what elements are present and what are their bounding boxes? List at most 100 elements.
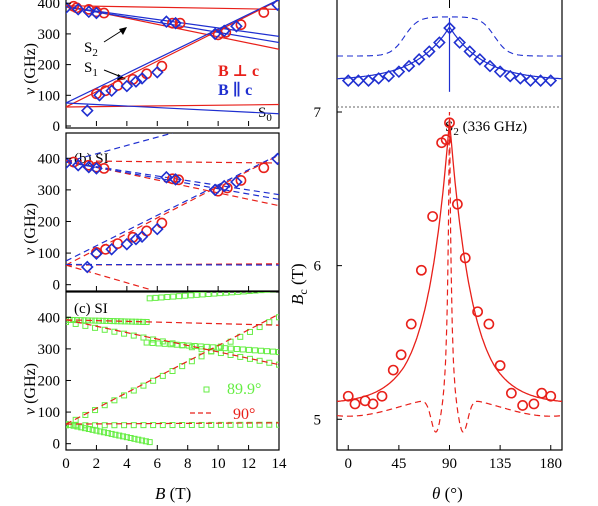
y-tick-label: 0 xyxy=(53,437,61,453)
green-point xyxy=(92,422,99,429)
green-point xyxy=(223,292,230,296)
fit-line xyxy=(66,161,279,200)
data-point xyxy=(451,198,463,210)
green-point xyxy=(187,292,194,299)
data-point xyxy=(129,232,143,246)
data-point xyxy=(505,387,517,399)
data-point xyxy=(444,117,455,129)
data-point xyxy=(169,16,182,30)
data-point xyxy=(473,53,487,66)
data-point xyxy=(349,398,361,410)
x-tick-label: 6 xyxy=(154,456,162,472)
legend-bpar: B ∥ c xyxy=(218,81,252,99)
panel-top-plot xyxy=(337,0,562,108)
y-tick-label: 100 xyxy=(38,246,61,262)
data-point xyxy=(427,211,439,222)
data-point xyxy=(415,264,427,276)
data-point xyxy=(534,74,547,87)
data-point xyxy=(230,175,243,189)
green-point xyxy=(164,294,171,301)
green-point xyxy=(170,293,177,300)
green-point xyxy=(205,292,212,298)
y-tick-label: 200 xyxy=(38,58,61,74)
data-point xyxy=(208,27,222,41)
data-point xyxy=(483,318,495,330)
data-point xyxy=(174,17,186,29)
green-point xyxy=(169,368,176,374)
data-point xyxy=(271,0,279,12)
y-tick-label: 100 xyxy=(38,405,61,421)
s2-label: S2 xyxy=(84,40,98,59)
y-label-d: Bc (T) xyxy=(288,263,310,305)
green-point xyxy=(85,426,92,433)
s2-arrow-head xyxy=(119,27,127,35)
panel-d-label: S2 (336 GHz) xyxy=(445,119,527,138)
x-tick-label: 0 xyxy=(62,456,70,472)
data-point xyxy=(433,36,446,49)
green-point xyxy=(82,322,89,329)
green-point xyxy=(193,292,200,298)
data-point xyxy=(494,360,506,371)
x-tick-label: 4 xyxy=(123,456,131,472)
x-tick-label: 45 xyxy=(391,456,406,472)
data-point xyxy=(167,173,178,185)
green-point xyxy=(82,422,89,429)
data-point xyxy=(105,84,118,98)
green-point xyxy=(139,437,146,444)
green-point xyxy=(211,292,218,297)
data-point xyxy=(545,390,557,402)
green-point xyxy=(127,435,134,442)
green-point xyxy=(150,336,157,343)
data-point xyxy=(90,6,103,20)
y-tick-label: 400 xyxy=(38,151,61,167)
data-point xyxy=(217,179,231,193)
data-point xyxy=(472,306,484,318)
data-point xyxy=(395,349,407,361)
green-point xyxy=(66,422,69,429)
data-point xyxy=(212,185,224,197)
s1-arrow-head xyxy=(117,74,126,81)
data-point xyxy=(405,318,417,330)
data-point xyxy=(453,36,466,49)
data-point xyxy=(493,65,507,79)
y-label-a: ν (GHz) xyxy=(22,43,39,95)
data-point xyxy=(93,88,106,102)
green-point xyxy=(121,330,128,337)
green-point xyxy=(158,294,165,301)
green-point xyxy=(111,422,118,429)
green-point xyxy=(245,346,252,353)
green-point xyxy=(257,347,264,354)
data-point xyxy=(66,1,73,15)
data-point xyxy=(230,19,243,33)
data-point xyxy=(376,390,388,402)
data-point xyxy=(82,5,96,19)
green-point xyxy=(246,292,253,294)
legend-bperp: B ⊥ c xyxy=(218,63,259,80)
green-point xyxy=(228,292,235,296)
green-point xyxy=(146,295,153,302)
green-point xyxy=(221,345,228,352)
data-point xyxy=(443,21,456,35)
data-point xyxy=(352,74,365,87)
green-point xyxy=(120,433,127,440)
panel-c-frame xyxy=(65,291,280,451)
green-point xyxy=(121,422,128,429)
data-point xyxy=(71,3,85,16)
data-point xyxy=(271,152,279,166)
panel-b-plot xyxy=(66,133,279,290)
fit-curve-dash xyxy=(337,112,562,433)
data-point xyxy=(440,134,452,146)
data-point xyxy=(80,260,94,274)
x-tick-label: 14 xyxy=(272,456,288,472)
green-point xyxy=(101,429,108,436)
x-label-c: B (T) xyxy=(155,484,191,503)
green-point xyxy=(140,422,147,429)
green-point xyxy=(233,346,240,353)
data-point xyxy=(382,69,396,83)
green-point xyxy=(198,421,205,428)
legend-dash-label: 90° xyxy=(233,406,255,423)
green-point xyxy=(159,338,166,345)
y-tick-label: 100 xyxy=(38,88,61,104)
green-point xyxy=(66,319,69,326)
